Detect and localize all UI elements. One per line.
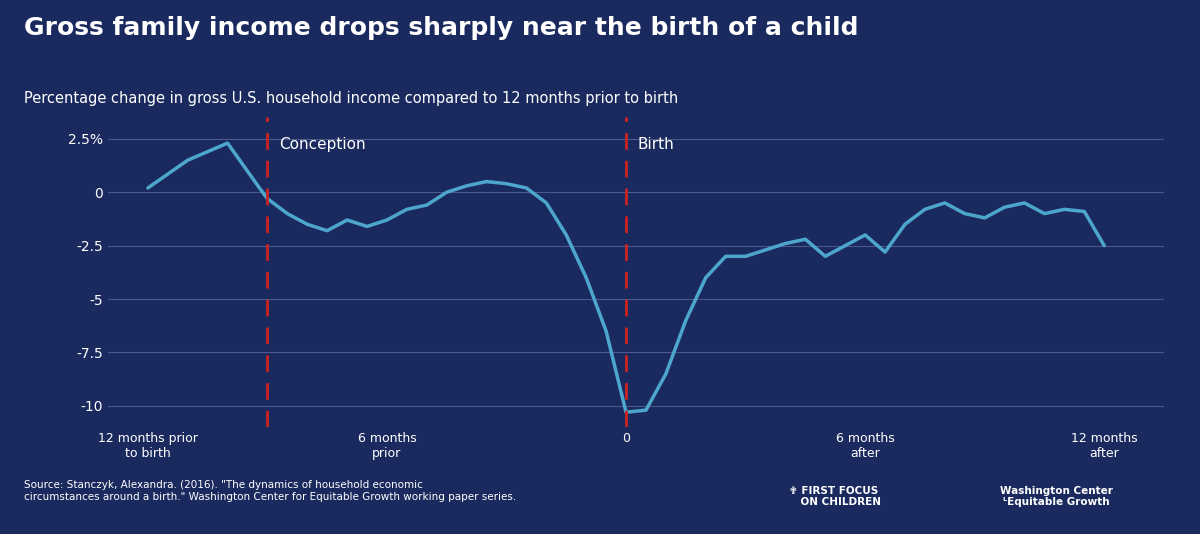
Text: Conception: Conception — [280, 137, 366, 152]
Text: Percentage change in gross U.S. household income compared to 12 months prior to : Percentage change in gross U.S. househol… — [24, 91, 678, 106]
Text: Source: Stanczyk, Alexandra. (2016). "The dynamics of household economic
circums: Source: Stanczyk, Alexandra. (2016). "Th… — [24, 481, 516, 502]
Text: Birth: Birth — [638, 137, 674, 152]
Text: Gross family income drops sharply near the birth of a child: Gross family income drops sharply near t… — [24, 16, 858, 40]
Text: ✟ FIRST FOCUS
    ON CHILDREN: ✟ FIRST FOCUS ON CHILDREN — [786, 486, 882, 507]
Text: Washington Center
ᴸEquitable Growth: Washington Center ᴸEquitable Growth — [1000, 486, 1112, 507]
